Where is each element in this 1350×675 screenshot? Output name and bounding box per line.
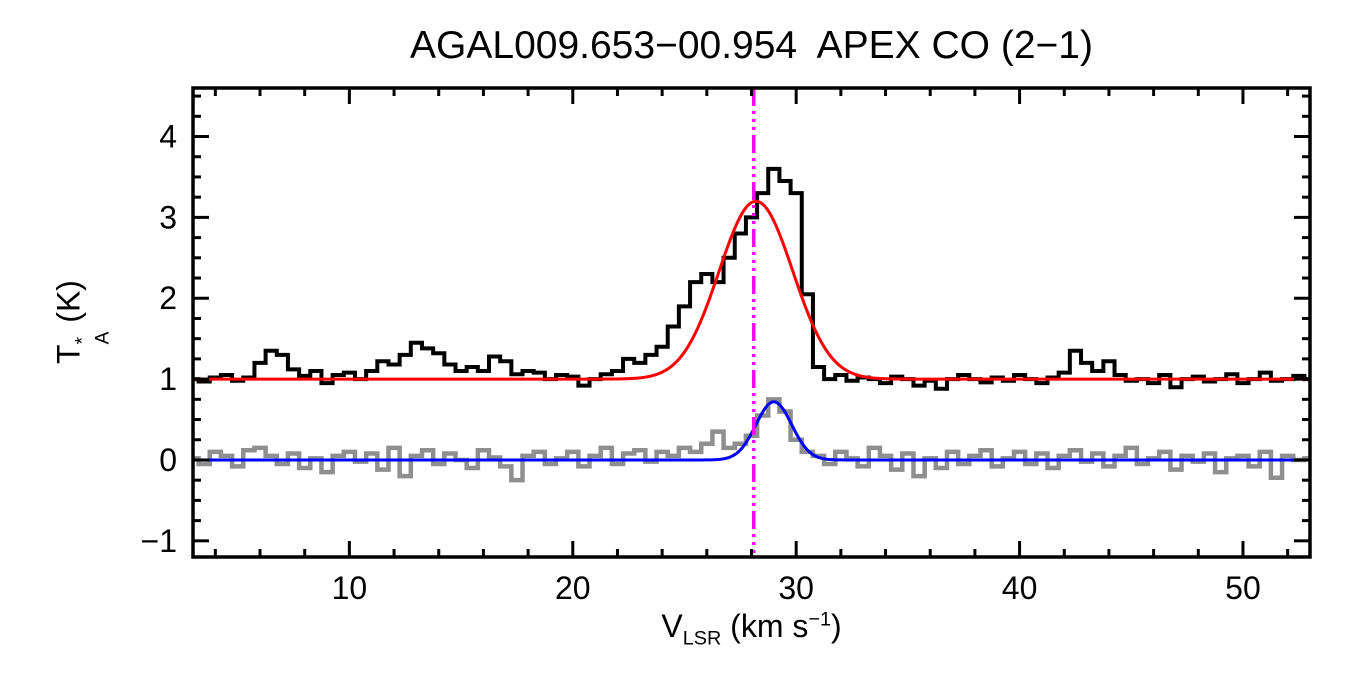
y-tick-label: 3 xyxy=(159,199,177,235)
data-layer xyxy=(193,88,1310,557)
x-axis-label-unit: (km s xyxy=(721,608,809,644)
plot-box xyxy=(191,86,1312,559)
x-tick-label: 10 xyxy=(332,570,368,606)
y-tick-label: 1 xyxy=(159,361,177,397)
y-tick-label: 4 xyxy=(159,119,177,155)
x-axis-label-sub: LSR xyxy=(682,627,722,650)
x-tick-label: 50 xyxy=(1225,570,1261,606)
red-gaussian-fit xyxy=(193,199,1310,381)
y-tick-label: 2 xyxy=(159,280,177,316)
blue-gaussian-fit xyxy=(193,400,1310,462)
plot-title: AGAL009.653−00.954 APEX CO (2−1) xyxy=(410,24,1093,67)
x-axis-label-symbol: V xyxy=(661,608,683,644)
x-axis-label-sup: −1 xyxy=(808,608,831,631)
gray-spectrum xyxy=(193,397,1310,483)
x-axis-label: VLSR (km s−1) xyxy=(193,608,1310,650)
y-tick-label: 0 xyxy=(159,442,177,478)
x-tick-label: 20 xyxy=(555,570,591,606)
x-tick-label: 40 xyxy=(1002,570,1038,606)
axes: 10 20 30 40 50 −1 0 1 2 3 4 xyxy=(141,86,1312,606)
x-axis-label-close: ) xyxy=(830,608,842,644)
y-tick-label: −1 xyxy=(141,523,177,559)
x-tick-label: 30 xyxy=(778,570,814,606)
